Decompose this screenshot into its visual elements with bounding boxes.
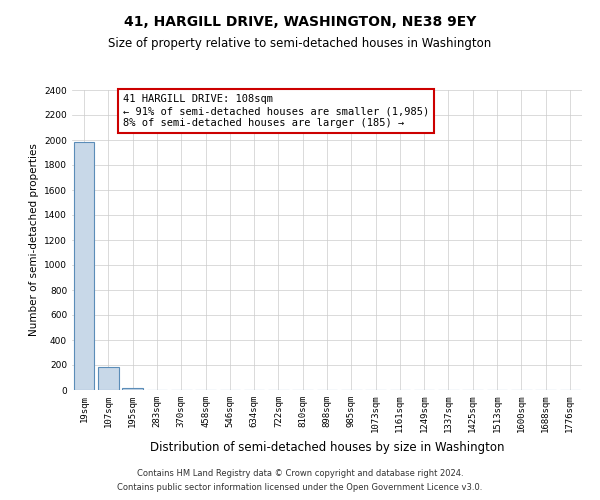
Text: 41 HARGILL DRIVE: 108sqm
← 91% of semi-detached houses are smaller (1,985)
8% of: 41 HARGILL DRIVE: 108sqm ← 91% of semi-d… <box>123 94 429 128</box>
Text: Contains HM Land Registry data © Crown copyright and database right 2024.: Contains HM Land Registry data © Crown c… <box>137 468 463 477</box>
Text: Size of property relative to semi-detached houses in Washington: Size of property relative to semi-detach… <box>109 38 491 51</box>
Bar <box>122 388 143 390</box>
Text: Contains public sector information licensed under the Open Government Licence v3: Contains public sector information licen… <box>118 484 482 492</box>
Bar <box>98 367 119 390</box>
X-axis label: Distribution of semi-detached houses by size in Washington: Distribution of semi-detached houses by … <box>150 441 504 454</box>
Text: 41, HARGILL DRIVE, WASHINGTON, NE38 9EY: 41, HARGILL DRIVE, WASHINGTON, NE38 9EY <box>124 15 476 29</box>
Bar <box>74 142 94 390</box>
Y-axis label: Number of semi-detached properties: Number of semi-detached properties <box>29 144 38 336</box>
